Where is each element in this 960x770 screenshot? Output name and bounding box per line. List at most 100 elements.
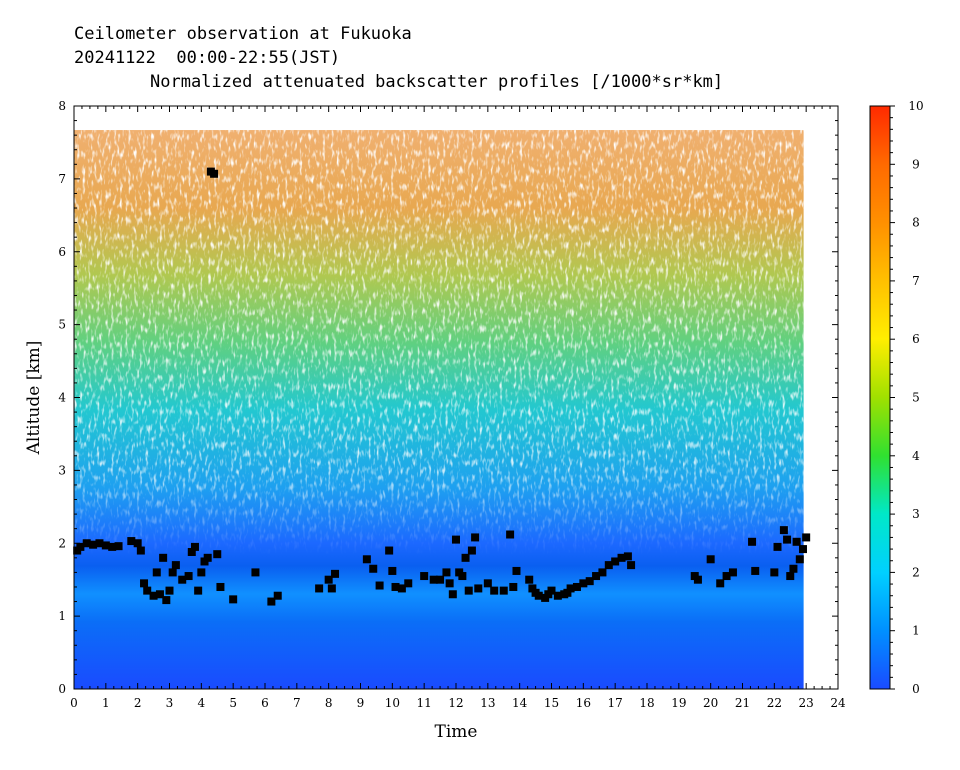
cloud-base-marker	[114, 542, 123, 551]
cloud-base-marker	[149, 591, 158, 600]
x-tick-label: 19	[671, 696, 686, 710]
cloud-base-marker	[133, 539, 142, 548]
cloud-base-marker	[448, 590, 457, 599]
plot-axes: 0 1 2 3 4 5 6 7 8 9 10 11 12 13 14 15 16 17 18 19 20 21 22 23 24…	[24, 99, 846, 742]
cloud-base-marker	[751, 566, 760, 575]
y-tick-label: 5	[58, 318, 66, 332]
cloud-base-marker	[162, 596, 171, 605]
x-tick-label: 22	[767, 696, 782, 710]
cloud-base-marker	[598, 568, 607, 577]
x-tick-label: 6	[261, 696, 269, 710]
cloud-base-marker	[786, 572, 795, 581]
cloud-base-marker	[693, 575, 702, 584]
x-tick-label: 14	[512, 696, 528, 710]
cloud-base-marker	[547, 586, 556, 595]
colorbar-tick-label: 9	[912, 157, 920, 171]
cloud-base-marker	[375, 581, 384, 590]
cloud-base-marker	[528, 584, 537, 593]
x-tick-label: 3	[166, 696, 174, 710]
colorbar-tick-label: 2	[912, 565, 920, 579]
cloud-base-marker	[203, 553, 212, 562]
x-tick-label: 18	[639, 696, 654, 710]
cloud-base-marker	[436, 575, 445, 584]
x-tick-label: 2	[134, 696, 142, 710]
cloud-base-marker	[802, 533, 811, 542]
cloud-base-marker	[171, 561, 180, 570]
cloud-base-marker	[89, 540, 98, 549]
cloud-base-marker	[168, 568, 177, 577]
colorbar-tick-label: 6	[912, 332, 920, 346]
cloud-base-marker	[184, 572, 193, 581]
cloud-base-marker	[783, 535, 792, 544]
colorbar-gradient	[870, 106, 890, 689]
cloud-base-marker	[267, 597, 276, 606]
cloud-base-marker	[165, 586, 174, 595]
backscatter-heatmap	[74, 130, 804, 689]
cloud-base-marker	[611, 557, 620, 566]
x-tick-label: 9	[357, 696, 365, 710]
colorbar-tick-label: 4	[912, 449, 920, 463]
x-axis-label: Time	[435, 722, 478, 742]
cloud-base-marker	[579, 579, 588, 588]
x-tick-label: 17	[608, 696, 623, 710]
x-tick-label: 15	[544, 696, 559, 710]
cloud-base-marker	[76, 542, 85, 551]
cloud-base-marker	[140, 579, 149, 588]
cloud-base-marker	[534, 591, 543, 600]
colorbar-tick-label: 5	[912, 391, 920, 405]
cloud-base-marker	[397, 584, 406, 593]
y-tick-label: 2	[58, 536, 66, 550]
colorbar-tick-label: 3	[912, 507, 920, 521]
cloud-base-marker	[95, 539, 104, 548]
x-tick-label: 21	[735, 696, 750, 710]
cloud-base-marker	[572, 582, 581, 591]
cloud-base-marker	[369, 564, 378, 573]
cloud-base-marker	[178, 575, 187, 584]
cloud-base-marker	[716, 579, 725, 588]
cloud-base-marker	[792, 537, 801, 546]
cloud-base-marker	[789, 564, 798, 573]
cloud-base-marker	[420, 572, 429, 581]
cloud-base-marker	[748, 537, 757, 546]
heatmap-speckle	[74, 130, 804, 689]
cloud-base-markers	[73, 167, 811, 606]
cloud-base-marker	[474, 584, 483, 593]
cloud-base-marker	[197, 568, 206, 577]
cloud-base-marker	[216, 582, 225, 591]
x-tick-label: 23	[799, 696, 814, 710]
cloud-base-marker	[429, 575, 438, 584]
y-tick-label: 6	[58, 245, 66, 259]
cloud-base-marker	[592, 572, 601, 581]
cloud-base-marker	[273, 591, 282, 600]
chart-title-line-3: Normalized attenuated backscatter profil…	[150, 72, 724, 92]
chart-title-line-2: 20241122 00:00-22:55(JST)	[74, 48, 341, 68]
y-tick-label: 1	[58, 609, 66, 623]
x-tick-label: 0	[70, 696, 78, 710]
cloud-base-marker	[722, 572, 731, 581]
colorbar: 0 1 2 3 4 5 6 7 8 9 10	[869, 99, 924, 696]
y-tick-label: 7	[58, 172, 66, 186]
cloud-base-marker	[101, 541, 110, 550]
cloud-base-marker	[385, 546, 394, 555]
cloud-base-marker	[229, 595, 238, 604]
cloud-base-marker	[108, 542, 117, 551]
cloud-base-marker	[499, 586, 508, 595]
cloud-base-marker	[194, 586, 203, 595]
cloud-base-marker	[795, 555, 804, 564]
cloud-base-marker	[623, 552, 632, 561]
cloud-base-marker	[563, 588, 572, 597]
x-tick-label: 12	[448, 696, 463, 710]
x-tick-label: 10	[385, 696, 400, 710]
cloud-base-marker	[187, 547, 196, 556]
x-tick-label: 20	[703, 696, 718, 710]
colorbar-tick-label: 7	[912, 274, 920, 288]
cloud-base-marker	[331, 569, 340, 578]
x-tick-label: 1	[102, 696, 110, 710]
y-tick-label: 4	[58, 391, 66, 405]
cloud-base-marker	[388, 566, 397, 575]
cloud-base-marker	[327, 584, 336, 593]
cloud-base-marker	[213, 550, 222, 559]
x-tick-label: 16	[576, 696, 591, 710]
y-tick-label: 3	[58, 463, 66, 477]
cloud-base-marker	[506, 530, 515, 539]
